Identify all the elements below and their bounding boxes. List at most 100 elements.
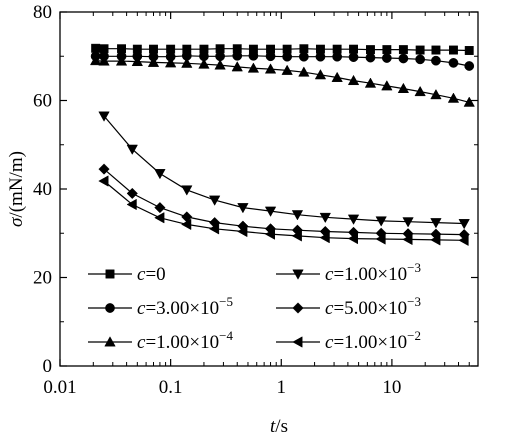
data-point: [98, 55, 110, 66]
data-point: [131, 55, 144, 67]
data-point: [314, 69, 327, 80]
data-point: [291, 230, 302, 242]
data-point: [347, 214, 360, 225]
data-point: [208, 195, 221, 206]
data-point: [431, 55, 441, 66]
data-point: [381, 80, 393, 91]
data-point: [298, 66, 310, 77]
y-tick-label: 20: [33, 268, 52, 289]
data-point: [448, 58, 459, 68]
data-point: [463, 96, 475, 107]
data-point: [382, 45, 392, 55]
legend-label: c=3.00×10−5: [137, 294, 233, 319]
legend-marker: [105, 303, 115, 313]
data-point: [449, 45, 458, 55]
data-point: [91, 43, 101, 53]
data-point: [447, 92, 460, 103]
data-point: [264, 228, 276, 240]
legend-label: c=1.00×10−3: [325, 260, 421, 285]
data-point: [347, 74, 360, 86]
data-point: [347, 232, 358, 245]
legend-marker: [292, 302, 304, 314]
data-point: [232, 50, 243, 61]
legend-label: c=1.00×10−4: [137, 328, 233, 353]
data-point: [319, 212, 331, 224]
data-point: [154, 169, 166, 180]
data-point: [147, 56, 160, 67]
data-point: [154, 212, 165, 224]
data-point: [349, 44, 358, 54]
x-tick-label: 0.01: [43, 377, 76, 398]
data-point: [365, 52, 376, 63]
y-tick-label: 0: [43, 356, 53, 377]
data-point: [181, 57, 193, 68]
data-point: [398, 45, 408, 55]
data-point: [154, 201, 166, 214]
data-point: [430, 218, 442, 229]
y-tick-label: 80: [33, 2, 52, 23]
legend-label: c=0: [137, 264, 166, 285]
y-axis-title: σ/(mN/m): [6, 151, 27, 227]
legend-marker: [292, 336, 303, 348]
data-point: [464, 46, 474, 55]
data-point: [281, 64, 293, 75]
data-point: [126, 187, 138, 200]
x-tick-label: 1: [277, 377, 287, 398]
data-point: [375, 233, 386, 245]
data-point: [126, 144, 138, 155]
y-tick-label: 40: [33, 179, 52, 200]
y-tick-label: 60: [33, 91, 52, 112]
data-point: [381, 53, 392, 63]
data-point: [181, 185, 193, 196]
data-point: [237, 225, 248, 238]
data-point: [198, 58, 210, 69]
data-point: [331, 71, 343, 82]
series-markers: [89, 43, 475, 247]
data-point: [181, 218, 192, 231]
data-point: [299, 44, 309, 54]
data-point: [397, 82, 410, 94]
data-point: [348, 52, 359, 63]
data-point: [98, 163, 110, 175]
data-point: [430, 234, 441, 246]
data-point: [98, 111, 110, 122]
data-point: [430, 88, 442, 100]
data-point: [364, 77, 377, 88]
data-point: [415, 45, 425, 55]
legend: c=0 c=3.00×10−5 c=1.00×10−4 c=1.00×10−3 c=5.…: [88, 260, 421, 353]
data-point: [282, 51, 293, 62]
data-point: [115, 55, 128, 66]
data-point: [414, 85, 426, 97]
data-point: [164, 57, 177, 68]
data-point: [264, 206, 277, 217]
series-line: [95, 60, 470, 103]
legend-label: c=5.00×10−3: [325, 294, 421, 319]
data-point: [458, 234, 469, 247]
data-point: [247, 62, 260, 73]
data-point: [315, 51, 326, 62]
x-axis-title: t/s: [270, 416, 288, 437]
series-line: [103, 115, 465, 225]
data-point: [214, 59, 226, 70]
data-point: [231, 61, 243, 72]
data-point: [298, 51, 309, 62]
data-point: [265, 51, 276, 62]
data-point: [431, 45, 441, 55]
series-line: [103, 168, 465, 236]
data-point: [415, 54, 426, 65]
data-point: [319, 232, 330, 244]
series-lines: [95, 47, 470, 241]
data-point: [464, 61, 475, 71]
data-point: [208, 223, 220, 235]
data-point: [402, 233, 413, 246]
data-point: [237, 203, 249, 214]
data-point: [458, 219, 470, 230]
plot-axes: 0 20 40 60 80 0.01 0.1 1 10: [33, 2, 479, 398]
data-point: [89, 54, 102, 66]
x-tick-label: 10: [382, 377, 401, 398]
data-point: [98, 175, 109, 187]
axis-titles: t/s σ/(mN/m): [6, 151, 288, 437]
legend-label: c=1.00×10−2: [325, 328, 421, 353]
data-point: [366, 45, 375, 55]
